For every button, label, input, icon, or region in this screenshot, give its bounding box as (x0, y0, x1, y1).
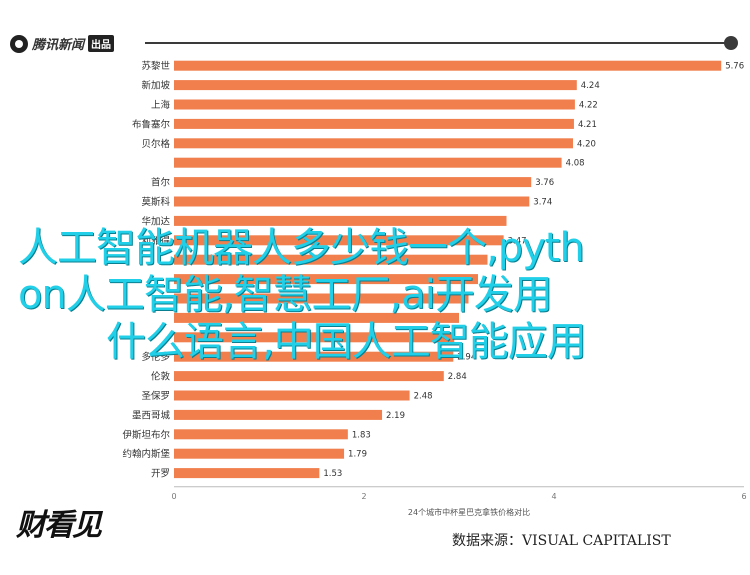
bar (174, 448, 345, 459)
caikanjian-logo: 财看见 (16, 508, 102, 543)
x-axis-title: 24个城市中杯星巴克拿铁价格对比 (408, 507, 530, 517)
category-label: 上海 (151, 99, 171, 111)
value-label: 1.53 (323, 469, 342, 479)
bar (174, 177, 532, 188)
tencent-news-logo-icon (10, 34, 28, 53)
value-label: 2.48 (414, 392, 433, 402)
bar (174, 60, 722, 71)
x-tick-label: 6 (741, 492, 746, 501)
value-label: 5.76 (725, 62, 744, 72)
headline-line-1: 人工智能机器人多少钱一个,pyth (18, 225, 585, 271)
bar (174, 332, 455, 343)
headline-line-3: 什么语言,中国人工智能应用 (106, 319, 587, 365)
bar (174, 293, 469, 304)
value-label: 4.22 (579, 101, 598, 111)
value-label: 2.84 (448, 372, 467, 382)
category-label: 多伦多 (141, 351, 170, 363)
category-label: 苏黎世 (141, 60, 170, 72)
value-label: 1.83 (352, 430, 371, 440)
bar (174, 371, 444, 382)
value-label: 2.94 (457, 353, 476, 363)
bar (174, 118, 574, 129)
value-label: 3.76 (535, 178, 554, 188)
bar (174, 157, 562, 168)
x-tick-label: 0 (171, 492, 176, 501)
bar (174, 215, 507, 226)
data-source: 数据来源：VISUAL CAPITALIST (452, 533, 671, 549)
category-label: 首尔 (151, 177, 171, 189)
category-label: 伊斯坦布尔 (122, 429, 170, 441)
brand: 腾讯新闻 出品 (10, 34, 115, 53)
category-label: 布鲁塞尔 (132, 118, 171, 130)
headline-line-2: on人工智能,智慧工厂,ai开发用 (18, 272, 553, 318)
value-label: 4.08 (566, 159, 585, 169)
value-label: 4.20 (577, 139, 596, 149)
value-label: 3.47 (508, 236, 527, 246)
bar (174, 138, 573, 149)
video-progress-knob[interactable] (724, 36, 739, 50)
x-tick-label: 4 (551, 492, 556, 501)
value-label: 2.19 (386, 411, 405, 421)
bar (174, 80, 577, 91)
bar (174, 390, 410, 401)
value-label: 1.79 (348, 450, 367, 460)
bar (174, 99, 575, 110)
bar (174, 254, 488, 265)
category-label: 新加坡 (141, 80, 170, 92)
value-label: 3.74 (533, 198, 552, 208)
category-label: 墨西哥城 (132, 410, 171, 421)
bar (174, 312, 459, 323)
value-label: 4.21 (578, 120, 597, 130)
category-label: 伦敦 (151, 371, 171, 383)
x-axis: 0 2 4 6 24个城市中杯星巴克拿铁价格对比 (171, 486, 747, 517)
bar (174, 235, 504, 246)
video-progress-track[interactable] (145, 42, 737, 44)
bar (174, 409, 383, 420)
bar (174, 351, 454, 362)
brand-name: 腾讯新闻 (32, 38, 85, 53)
bar (174, 468, 320, 479)
bar (174, 429, 348, 440)
page-header: 腾讯新闻 出品 (0, 0, 750, 53)
bar (174, 274, 478, 285)
brand-tag: 出品 (88, 35, 115, 52)
category-label: 约翰内斯堡 (122, 448, 170, 460)
category-label: 利雅得 (141, 235, 170, 247)
value-label: 4.24 (581, 81, 600, 91)
category-label: 开罗 (151, 469, 170, 480)
category-label: 华加达 (141, 215, 170, 227)
bars-layer: 苏黎世 5.76 新加坡 4.24 上海 4.22 布鲁塞尔 4.21 贝尔格 4.20 4.08 首… (122, 60, 744, 479)
x-tick-label: 2 (361, 492, 366, 501)
bar (174, 196, 530, 207)
category-label: 贝尔格 (141, 138, 170, 150)
category-label: 圣保罗 (141, 390, 170, 402)
category-label: 莫斯科 (141, 196, 170, 208)
